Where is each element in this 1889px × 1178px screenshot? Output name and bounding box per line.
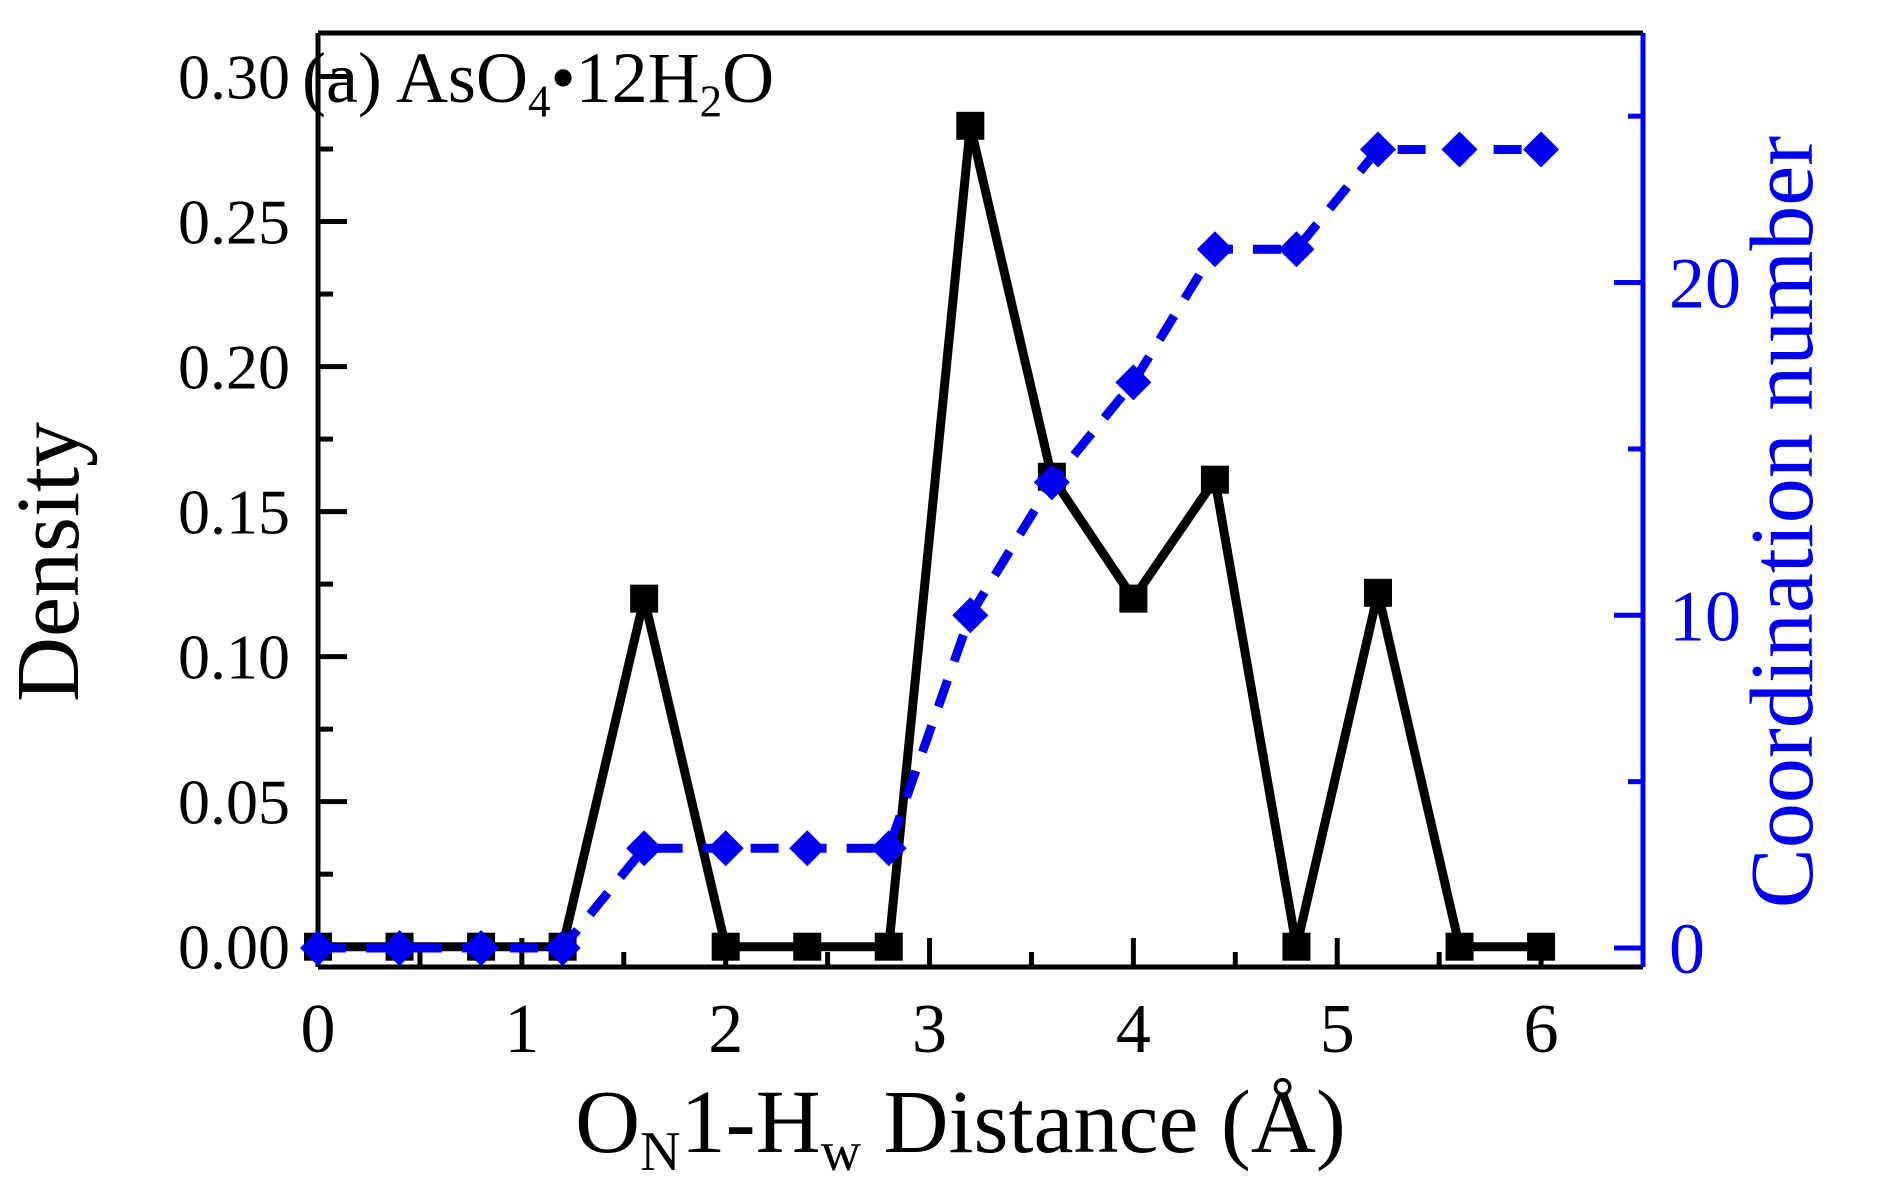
- coordination-marker-diamond: [300, 930, 336, 967]
- coordination-marker-diamond: [1278, 231, 1315, 268]
- coordination-marker-diamond: [952, 597, 989, 634]
- x-tick-label: 3: [912, 991, 947, 1068]
- density-marker-square: [1282, 932, 1311, 961]
- y-right-tick-label: 20: [1669, 244, 1741, 324]
- density-marker-square: [874, 932, 903, 961]
- y-left-tick-label: 0.25: [178, 187, 290, 258]
- coordination-marker-diamond: [463, 930, 500, 967]
- x-tick-label: 0: [301, 991, 336, 1068]
- y-left-tick-label: 0.05: [178, 767, 290, 838]
- density-marker-square: [630, 584, 659, 613]
- y-left-tick-label: 0.30: [178, 42, 290, 113]
- coordination-marker-diamond: [870, 830, 907, 867]
- coordination-marker-diamond: [1441, 131, 1478, 168]
- y-left-tick-label: 0.10: [178, 622, 290, 693]
- coordination-marker-diamond: [1523, 131, 1560, 168]
- y-right-tick-label: 0: [1669, 909, 1705, 989]
- y-axis-right-title: Coordination number: [1733, 136, 1832, 908]
- coordination-marker-diamond: [544, 930, 581, 967]
- panel-title: (a) AsO4•12H2O: [302, 38, 774, 126]
- x-tick-label: 5: [1320, 991, 1355, 1068]
- coordination-marker-diamond: [707, 830, 744, 867]
- coordination-marker-diamond: [626, 830, 663, 867]
- density-marker-square: [711, 932, 740, 961]
- density-marker-square: [1119, 584, 1148, 613]
- y-right-tick-label: 10: [1669, 576, 1741, 656]
- coordination-marker-diamond: [1196, 231, 1233, 268]
- coordination-marker-diamond: [1115, 364, 1152, 401]
- y-left-tick-label: 0.15: [178, 477, 290, 548]
- x-tick-label: 2: [708, 991, 743, 1068]
- density-marker-square: [1200, 465, 1229, 494]
- density-marker-square: [1364, 578, 1392, 607]
- y-left-tick-label: 0.00: [178, 912, 290, 983]
- x-tick-label: 4: [1116, 991, 1151, 1068]
- coordination-marker-diamond: [789, 830, 826, 867]
- x-tick-label: 6: [1524, 991, 1559, 1068]
- x-axis-title: ON1-Hw Distance (Å): [575, 1073, 1346, 1178]
- coordination-marker-diamond: [1033, 464, 1070, 501]
- coordination-marker-diamond: [381, 930, 418, 967]
- density-marker-square: [956, 111, 985, 140]
- y-left-tick-label: 0.20: [178, 332, 290, 403]
- y-axis-left-title: Density: [0, 422, 98, 702]
- density-marker-square: [1445, 932, 1474, 961]
- density-marker-square: [1527, 932, 1556, 961]
- coordination-marker-diamond: [1360, 131, 1396, 168]
- density-marker-square: [793, 932, 822, 961]
- x-tick-label: 1: [504, 991, 539, 1068]
- coordination-line: [318, 144, 1542, 953]
